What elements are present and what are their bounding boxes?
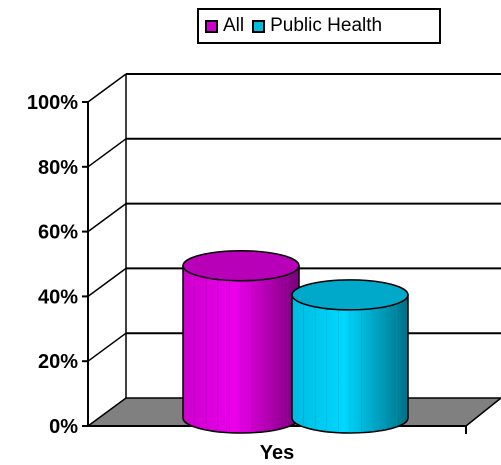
y-tick-label: 20% <box>38 351 78 373</box>
x-category-label: Yes <box>260 442 294 464</box>
legend-swatch-all <box>205 19 218 33</box>
bar-top-public-health <box>291 279 409 311</box>
gridline-side <box>87 202 127 233</box>
legend-item-public-health: Public Health <box>252 15 382 37</box>
y-tick-label: 60% <box>38 222 78 244</box>
y-tick-label: 100% <box>27 92 78 114</box>
legend-item-all: All <box>205 15 244 37</box>
y-tick-label: 80% <box>38 157 78 179</box>
legend-label-all: All <box>223 15 245 36</box>
gridline-side <box>87 267 127 298</box>
bar-top-all <box>182 249 300 282</box>
y-tick-label: 40% <box>38 286 78 308</box>
gridline-side <box>87 73 127 103</box>
legend-label-public-health: Public Health <box>270 15 383 36</box>
gridline-side <box>87 332 127 362</box>
gridline-side <box>87 138 127 168</box>
legend-swatch-public-health <box>252 19 266 33</box>
legend: All Public Health <box>197 8 441 44</box>
y-tick-label: 0% <box>49 416 78 438</box>
